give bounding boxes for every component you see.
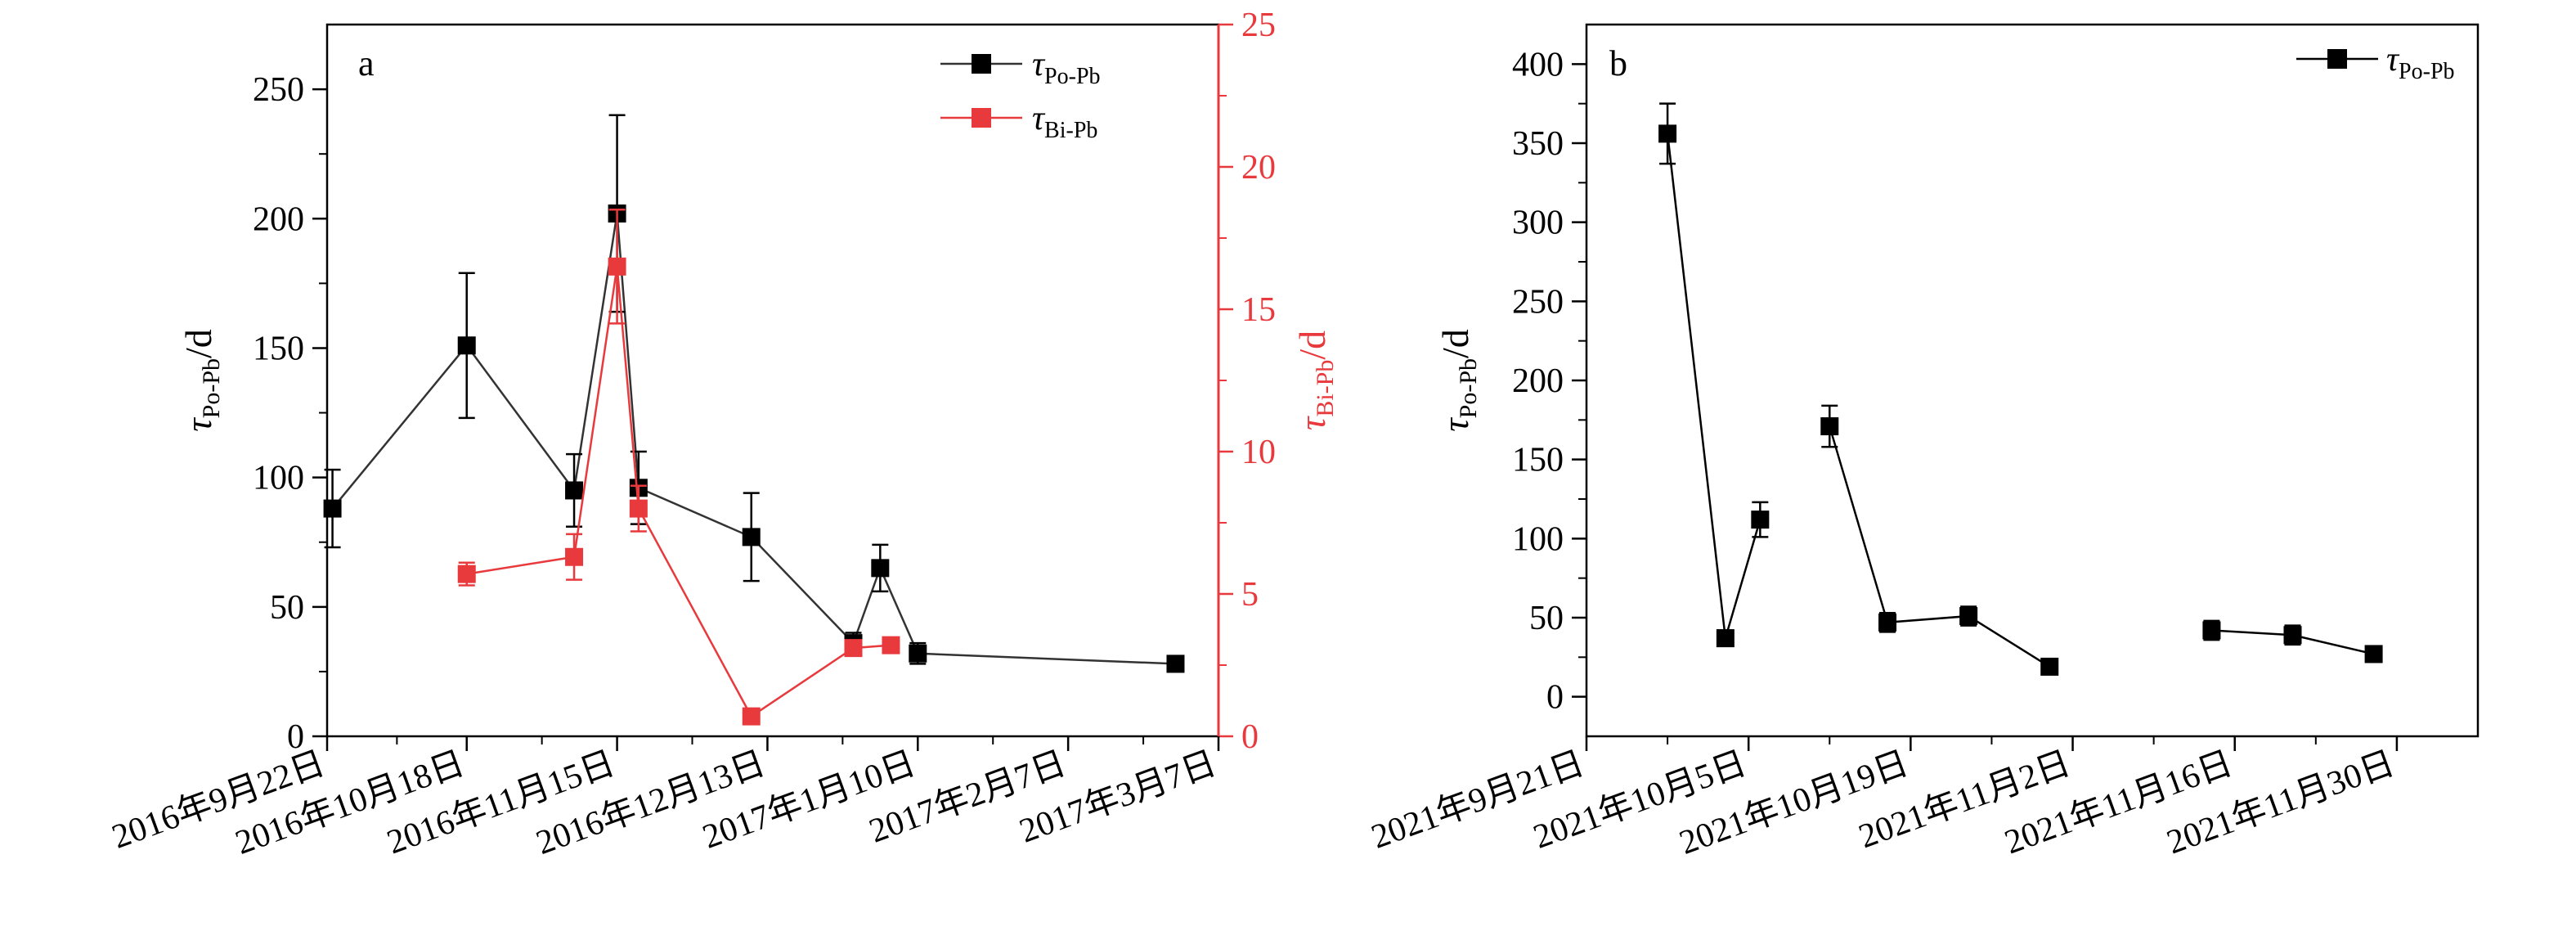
- panel-b-left-axis-title: τPo-Pb/d: [1434, 329, 1482, 432]
- data-point: [565, 481, 584, 500]
- right-tick-label: 25: [1241, 7, 1276, 44]
- left-tick-label: 50: [270, 589, 304, 627]
- data-point: [457, 336, 476, 355]
- legend-a-po-pb-marker: [972, 54, 991, 74]
- legend-a-po-pb-label: τPo-Pb: [1032, 46, 1101, 89]
- panel-a-right-axis-title: τBi-Pb/d: [1291, 331, 1339, 430]
- left-tick-label: 200: [1512, 362, 1564, 400]
- panel-b-legend: τPo-Pb: [2296, 41, 2455, 84]
- panel-b-x-axis: 2021年9月21日2021年10月5日2021年10月19日2021年11月2…: [1367, 736, 2399, 862]
- legend-a-bi-pb-marker: [972, 108, 991, 128]
- left-tick-label: 300: [1512, 205, 1564, 242]
- right-tick-label: 0: [1241, 718, 1259, 756]
- data-point: [323, 499, 342, 518]
- panel-a-chart: a 0 50 100 150 200 250 0 5 10 15 20 25 2016年9月22日2…: [107, 7, 1339, 862]
- right-tick-label: 10: [1241, 434, 1276, 471]
- left-tick-label: 0: [1546, 679, 1564, 717]
- data-point: [909, 644, 927, 663]
- data-point: [1878, 613, 1897, 632]
- series-line-0: [331, 213, 1176, 665]
- data-point: [742, 528, 761, 546]
- left-tick-label: 250: [253, 71, 304, 109]
- left-tick-label: 250: [1512, 283, 1564, 321]
- right-tick-label: 5: [1241, 576, 1259, 614]
- data-point: [2040, 657, 2059, 676]
- left-tick-label: 150: [253, 330, 304, 367]
- data-point: [2283, 626, 2302, 645]
- data-point: [1166, 654, 1185, 673]
- data-point: [608, 257, 626, 276]
- panel-a-series: [323, 114, 1185, 726]
- left-tick-label: 150: [1512, 442, 1564, 479]
- data-point: [871, 559, 890, 578]
- data-point: [844, 639, 863, 658]
- data-point: [1751, 510, 1770, 529]
- left-tick-label: 200: [253, 200, 304, 238]
- data-point: [1820, 417, 1839, 436]
- panel-b-label: b: [1609, 43, 1627, 83]
- panel-a-legend: τPo-Pb τBi-Pb: [940, 46, 1101, 143]
- left-tick-label: 50: [1529, 600, 1564, 637]
- data-point: [1959, 607, 1978, 626]
- data-point: [2202, 621, 2221, 640]
- right-tick-label: 20: [1241, 149, 1276, 187]
- series-line-0: [1829, 425, 2050, 668]
- panel-a-label: a: [358, 43, 375, 83]
- right-tick-label: 15: [1241, 291, 1276, 329]
- panel-a-x-axis: 2016年9月22日2016年10月18日2016年11月15日2016年12月…: [107, 736, 1221, 862]
- data-point: [1658, 124, 1677, 143]
- legend-b-po-pb-label: τPo-Pb: [2386, 41, 2455, 84]
- panel-b-chart: b 0 50 100 150 200 250 300 350 400 2021年9月21日202…: [1367, 23, 2480, 862]
- panel-b-series: [1658, 102, 2383, 676]
- series-line-0: [1666, 133, 1761, 639]
- legend-b-po-pb-marker: [2327, 49, 2347, 69]
- left-tick-label: 400: [1512, 46, 1564, 83]
- data-point: [457, 564, 476, 583]
- legend-a-bi-pb-label: τBi-Pb: [1032, 100, 1097, 143]
- data-point: [882, 636, 900, 654]
- data-point: [1716, 629, 1735, 648]
- data-point: [629, 499, 648, 518]
- left-tick-label: 100: [253, 460, 304, 497]
- left-tick-label: 350: [1512, 125, 1564, 163]
- data-point: [565, 547, 584, 566]
- left-tick-label: 0: [287, 718, 304, 756]
- left-tick-label: 100: [1512, 520, 1564, 558]
- series-line-1: [466, 266, 891, 718]
- data-point: [742, 707, 761, 726]
- data-point: [2364, 645, 2383, 663]
- panel-a-left-axis: 0 50 100 150 200 250: [253, 71, 327, 756]
- panel-a-right-axis: 0 5 10 15 20 25: [1217, 7, 1276, 756]
- panel-a-left-axis-title: τPo-Pb/d: [177, 329, 225, 432]
- panel-b-left-axis: 0 50 100 150 200 250 300 350 400: [1512, 46, 1586, 717]
